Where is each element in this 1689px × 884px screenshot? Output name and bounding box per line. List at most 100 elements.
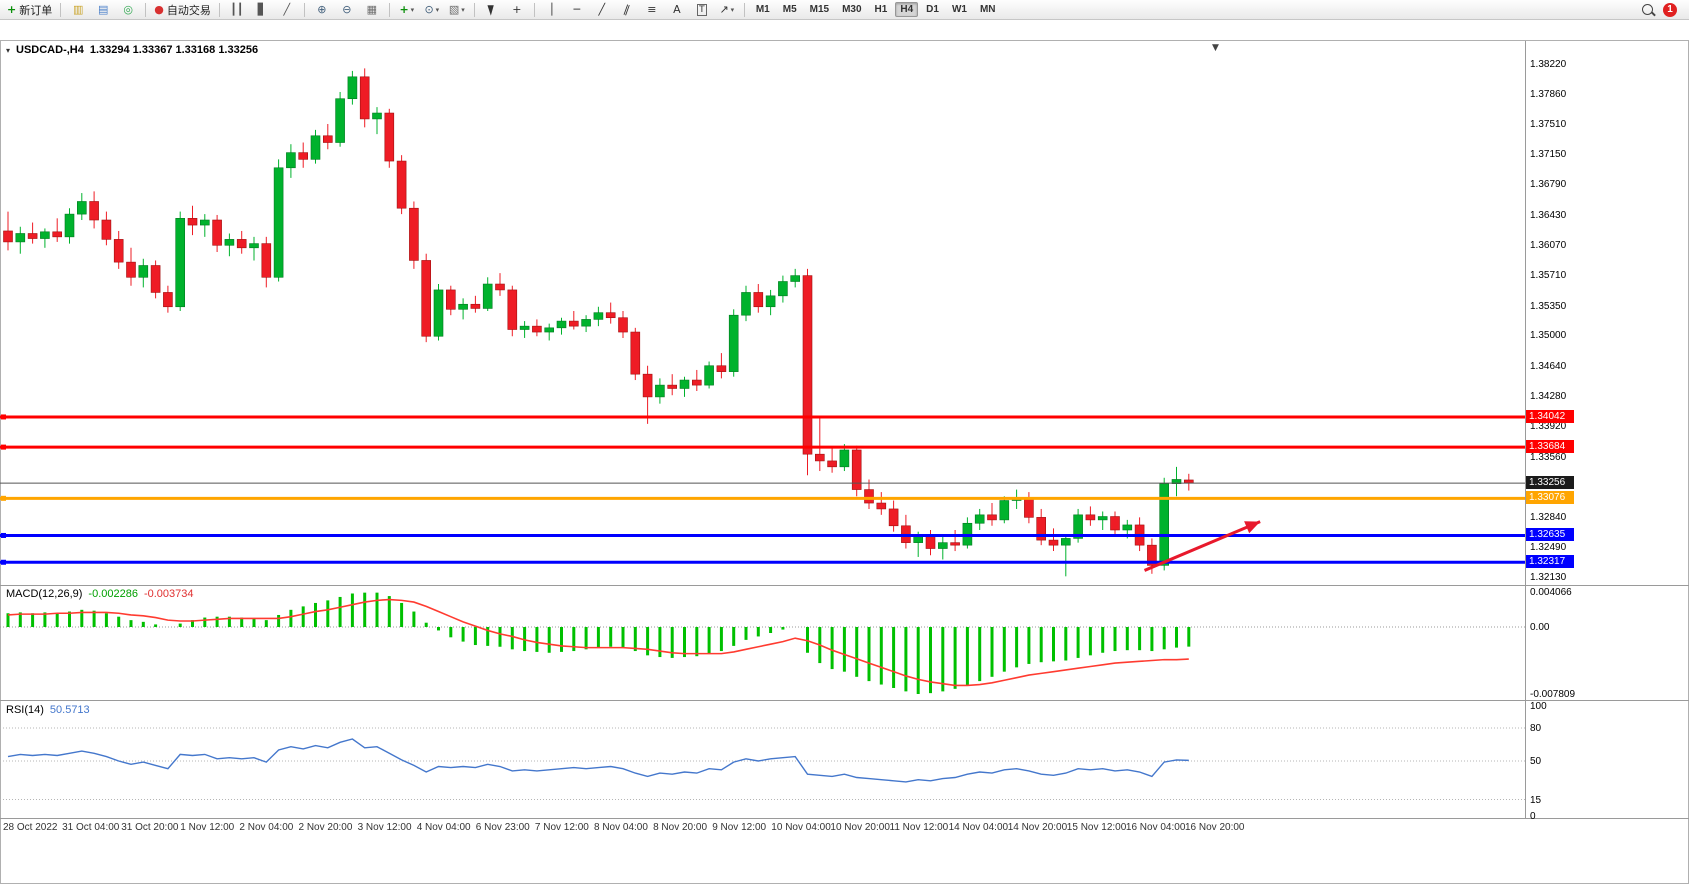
bar-chart-type-icon[interactable]: ┃┃ [225,1,249,18]
bull-candle [1073,514,1083,539]
chart-ohlc-values: 1.33294 1.33367 1.33168 1.33256 [89,44,259,56]
auto-trading-button[interactable]: ● 自动交易 [151,1,214,18]
hline-handle-1.33076 [1,495,6,501]
chart-shift-marker[interactable]: ▼ [1212,43,1219,53]
main-toolbar: + 新订单 ▥ ▤ ◎ ● 自动交易 ┃┃ ▋ ╱ ⊕ ⊖ ▦ + ▾ ⊙ ▾ ▧ ▾ + │ ─ ╱ ∥ ≡ A T ↗ ▾ M1 M5 M… [0,0,1689,20]
notifications-badge[interactable]: 1 [1663,2,1677,17]
text-label-icon[interactable]: T [690,1,714,18]
cursor-icon[interactable] [480,1,504,18]
bull-candle [458,303,468,310]
periods-icon-glyph: ⊙ [424,3,434,16]
auto-trading-button-label: 自动交易 [166,4,211,17]
fibonacci-icon[interactable]: ≡ [640,1,664,18]
candlestick-type-icon-glyph: ▋ [257,3,267,16]
rsi-name: RSI(14) [6,704,44,716]
crosshair-icon[interactable]: + [505,1,529,18]
text-label-icon-glyph: T [697,3,707,16]
timeframe-m5-button[interactable]: M5 [782,4,797,15]
bear-candle [52,231,63,238]
arrows-icon[interactable]: ↗ ▾ [715,1,739,18]
timeframe-mn-button[interactable]: MN [979,4,996,15]
bear-candle [1036,517,1046,541]
market-watch-icon[interactable]: ◎ [116,1,140,18]
cursor-arrow-shape [487,3,497,16]
bear-candle [384,112,395,162]
bear-candle [495,283,505,291]
bull-candle [1097,516,1108,521]
bull-candle [249,243,259,249]
profiles-icon[interactable]: ▤ [91,1,115,18]
templates-icon[interactable]: ▧ ▾ [445,1,469,18]
new-order-button-label: 新订单 [19,4,53,17]
bear-candle [827,460,837,468]
bear-candle [470,303,481,309]
bear-candle [89,201,99,221]
timeframe-h4-button[interactable]: H4 [895,2,919,17]
indicators-icon-caret: ▾ [410,5,415,14]
bull-candle [138,265,149,278]
chart-canvas[interactable] [0,20,1689,884]
bear-candle [753,292,764,308]
bull-candle [999,500,1010,521]
bull-candle [913,536,924,543]
text-icon[interactable]: A [665,1,689,18]
channel-icon[interactable]: ∥ [615,1,639,18]
bear-candle [605,312,616,319]
zoom-out-icon[interactable]: ⊖ [335,1,359,18]
bull-candle [937,542,948,549]
bull-candle [200,219,210,226]
chart-menu-icon[interactable]: ▾ [6,45,11,55]
arrows-icon-glyph: ↗ [719,3,729,16]
bull-candle [40,231,50,239]
tile-windows-icon[interactable]: ▦ [360,1,384,18]
panel-divider-macd[interactable] [0,584,1689,587]
hline-handle-1.34042 [1,414,6,420]
timeframe-d1-button[interactable]: D1 [926,4,939,15]
bull-candle [556,320,567,329]
timeframe-m1-button[interactable]: M1 [755,4,770,15]
timeframe-w1-button[interactable]: W1 [951,4,967,15]
trendline-icon[interactable]: ╱ [590,1,614,18]
zoom-in-icon-glyph: ⊕ [317,3,327,16]
candlestick-type-icon[interactable]: ▋ [250,1,274,18]
new-order-button[interactable]: + 新订单 [4,1,55,18]
horizontal-line-icon[interactable]: ─ [565,1,589,18]
profiles-icon-glyph: ▤ [98,3,109,16]
indicators-icon[interactable]: + ▾ [395,1,419,18]
bear-candle [691,379,702,386]
bear-candle [113,239,124,263]
text-icon-glyph: A [673,3,681,16]
timeframe-m30-button[interactable]: M30 [842,4,862,15]
bear-candle [261,243,272,278]
panel-divider-rsi[interactable] [0,699,1689,702]
bar-chart-type-icon-glyph: ┃┃ [230,3,244,16]
chart-window: ▾ USDCAD-,H4 1.33294 1.33367 1.33168 1.3… [0,20,1689,884]
bear-candle [1048,539,1059,546]
macd-main-value: -0.002286 [88,588,138,600]
bear-candle [298,152,309,160]
bull-candle [778,281,788,297]
timeframe-h1-button[interactable]: H1 [874,4,888,15]
zoom-in-icon[interactable]: ⊕ [310,1,334,18]
timeframe-m15-button[interactable]: M15 [809,4,830,15]
bear-candle [950,542,960,546]
bear-candle [802,275,813,455]
line-chart-type-icon[interactable]: ╱ [275,1,299,18]
bear-candle [630,331,641,375]
trend-arrow[interactable] [1143,520,1261,572]
vertical-line-icon[interactable]: │ [540,1,564,18]
periods-icon[interactable]: ⊙ ▾ [420,1,444,18]
new-order-button-glyph: + [7,3,17,16]
bull-candle [593,312,604,320]
new-chart-icon[interactable]: ▥ [66,1,90,18]
bull-candle [286,152,296,169]
bear-candle [642,373,653,398]
bull-candle [704,365,714,386]
bull-candle [64,213,75,238]
zoom-out-icon-glyph: ⊖ [342,3,352,16]
channel-icon-glyph: ∥ [622,2,632,17]
search-icon[interactable] [1642,4,1653,15]
bear-candle [445,289,456,310]
templates-icon-glyph: ▧ [448,3,460,16]
bull-candle [655,384,665,398]
